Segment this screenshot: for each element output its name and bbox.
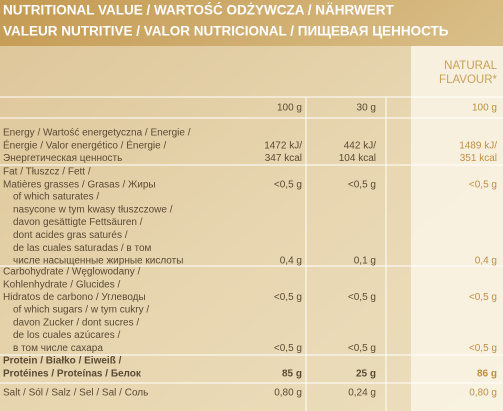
row-label: Carbohydrate / Węglowodany / [3, 267, 141, 278]
row-label: Энергетическая ценность [3, 153, 122, 164]
row-label: of which saturates / [13, 192, 99, 203]
cell-value: 0,80 g [469, 388, 497, 399]
variant-column [411, 46, 503, 411]
row-label: Protéines / Proteínas / Белок [3, 368, 142, 379]
row-label: Energy / Wartość energetyczna / Energie … [3, 128, 191, 139]
cell-value: <0,5 g [469, 179, 497, 190]
column-header: 30 g [357, 103, 376, 114]
cell-value: 351 kcal [460, 153, 497, 164]
cell-value: <0,5 g [274, 343, 302, 354]
column-header: 100 g [277, 103, 302, 114]
cell-value: 442 kJ/ [344, 140, 376, 151]
cell-value: 0,4 g [475, 256, 497, 267]
row-label: Fat / Tłuszcz / Fett / [3, 167, 91, 178]
row-label: Kohlenhydrate / Glucides / [3, 279, 121, 290]
cell-value: <0,5 g [469, 343, 497, 354]
row-label: Protein / Białko / Eiweiß / [3, 356, 122, 367]
row-label: числе насыщенные жирные кислоты [13, 256, 183, 267]
cell-value: 347 kcal [265, 153, 302, 164]
header-line: VALEUR NUTRITIVE / VALOR NUTRICIONAL / П… [3, 24, 449, 39]
row-label: davon gesättigte Fettsäuren / [13, 217, 143, 228]
cell-value: 0,80 g [274, 388, 302, 399]
row-label: dont acides gras saturés / [13, 230, 128, 241]
rules [0, 96, 503, 411]
header-line: NUTRITIONAL VALUE / WARTOŚĆ ODŻYWCZA / N… [3, 3, 394, 18]
cell-value: 1489 kJ/ [459, 140, 497, 151]
row-label: nasycone w tym kwasy tłuszczowe / [13, 204, 173, 215]
row-label: Salt / Sól / Salz / Sel / Sal / Соль [3, 388, 148, 399]
cell-value: 0,1 g [354, 256, 376, 267]
cell-value: 0,4 g [280, 256, 302, 267]
variant-label: FLAVOUR* [439, 74, 497, 86]
row-label: de los cuales azúcares / [13, 330, 121, 341]
cell-value: 85 g [282, 368, 302, 379]
row-label: Hidratos de carbono / Углеводы [3, 292, 146, 303]
cell-value: <0,5 g [348, 292, 376, 303]
variant-label: NATURAL [444, 60, 497, 72]
cell-value: <0,5 g [348, 179, 376, 190]
cell-value: 0,24 g [348, 388, 376, 399]
row-label: davon Zucker / dont sucres / [13, 317, 139, 328]
row-label: of which sugars / w tym cukry / [13, 305, 149, 316]
row-label: в том числе сахара [13, 343, 103, 354]
cell-value: <0,5 g [274, 179, 302, 190]
row-label: Énergie / Valor energético / Énergie / [3, 138, 166, 151]
column-header: 100 g [472, 103, 497, 114]
cell-value: 86 g [477, 368, 497, 379]
cell-value: 104 kcal [339, 153, 376, 164]
cell-value: <0,5 g [348, 343, 376, 354]
cell-value: <0,5 g [469, 292, 497, 303]
cell-value: 25 g [356, 368, 376, 379]
row-label: de las cuales saturadas / в том [13, 243, 152, 254]
row-label: Matières grasses / Grasas / Жиры [3, 179, 156, 190]
cell-value: <0,5 g [274, 292, 302, 303]
cell-value: 1472 kJ/ [264, 140, 302, 151]
